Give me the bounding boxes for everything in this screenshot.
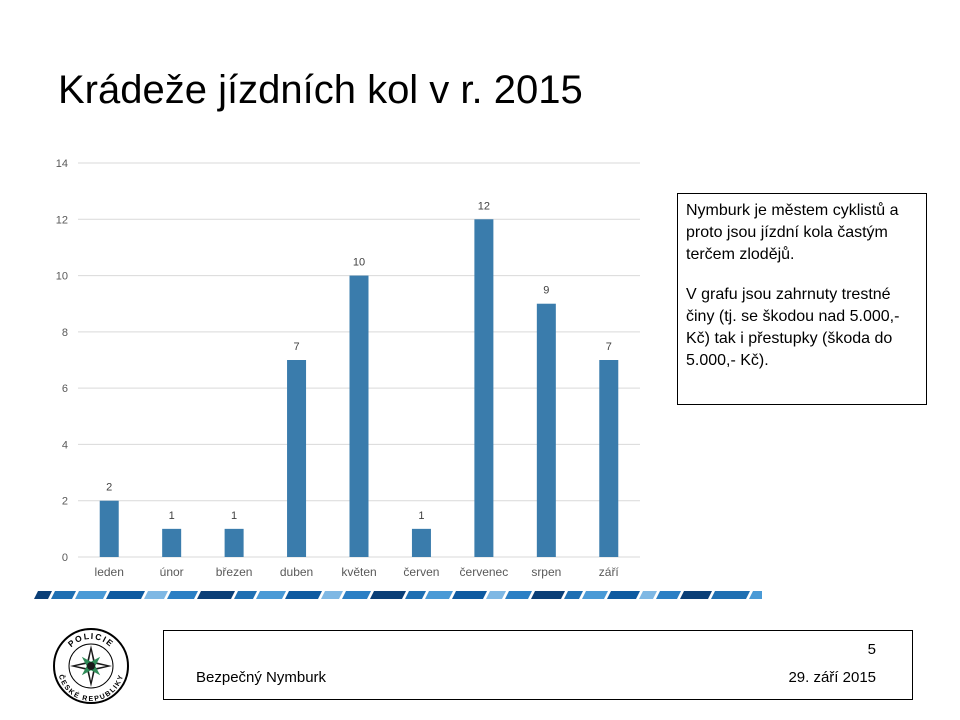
y-tick-label: 8 <box>62 327 68 339</box>
x-category-label: červen <box>403 565 439 579</box>
bar <box>287 360 307 557</box>
bar <box>99 500 119 557</box>
page-number: 5 <box>867 641 876 658</box>
decorative-stripe <box>34 591 762 599</box>
chart-bars <box>99 219 619 558</box>
bar <box>224 528 244 557</box>
data-label: 2 <box>106 482 112 494</box>
data-label: 10 <box>353 257 365 269</box>
y-tick-label: 0 <box>62 552 68 564</box>
x-category-label: srpen <box>531 565 561 579</box>
bar <box>162 528 182 557</box>
footer-label: Bezpečný Nymburk <box>196 669 327 686</box>
bar <box>349 275 369 557</box>
bar <box>599 360 619 557</box>
footer-box: 5 Bezpečný Nymburk 29. září 2015 <box>163 630 913 700</box>
bar <box>474 219 494 558</box>
data-label: 1 <box>418 510 424 522</box>
x-category-label: březen <box>216 565 253 579</box>
y-axis-ticks: 0 2 4 6 8 10 12 14 <box>56 158 68 564</box>
x-category-label: květen <box>341 565 376 579</box>
x-category-label: září <box>599 565 620 579</box>
x-category-label: únor <box>160 565 184 579</box>
slide-title: Krádeže jízdních kol v r. 2015 <box>58 68 583 112</box>
data-label: 1 <box>169 510 175 522</box>
x-category-label: duben <box>280 565 313 579</box>
footer-date: 29. září 2015 <box>788 669 876 686</box>
y-tick-label: 14 <box>56 158 68 170</box>
bar <box>536 303 556 557</box>
y-tick-label: 10 <box>56 271 68 283</box>
y-tick-label: 12 <box>56 214 68 226</box>
x-category-label: leden <box>95 565 124 579</box>
info-paragraph-2: V grafu jsou zahrnuty trestné činy (tj. … <box>686 286 900 369</box>
info-paragraph-1: Nymburk je městem cyklistů a proto jsou … <box>686 202 899 263</box>
info-textbox: Nymburk je městem cyklistů a proto jsou … <box>677 193 927 405</box>
y-tick-label: 6 <box>62 383 68 395</box>
bar <box>411 528 431 557</box>
data-label: 1 <box>231 510 237 522</box>
data-label: 7 <box>293 341 299 353</box>
data-labels: 2 1 1 7 10 1 12 9 7 <box>106 200 612 522</box>
x-category-label: červenec <box>460 565 509 579</box>
data-label: 7 <box>606 341 612 353</box>
y-tick-label: 4 <box>62 439 68 451</box>
police-logo-icon: POLICIE ČESKÉ REPUBLIKY <box>53 628 129 704</box>
y-tick-label: 2 <box>62 496 68 508</box>
data-label: 12 <box>478 200 490 212</box>
data-label: 9 <box>543 285 549 297</box>
bar-chart: 0 2 4 6 8 10 12 14 2 1 1 7 10 1 12 9 7 leden únor březen d… <box>56 158 640 579</box>
x-axis-categories: leden únor březen duben květen červen červenec… <box>95 565 620 579</box>
